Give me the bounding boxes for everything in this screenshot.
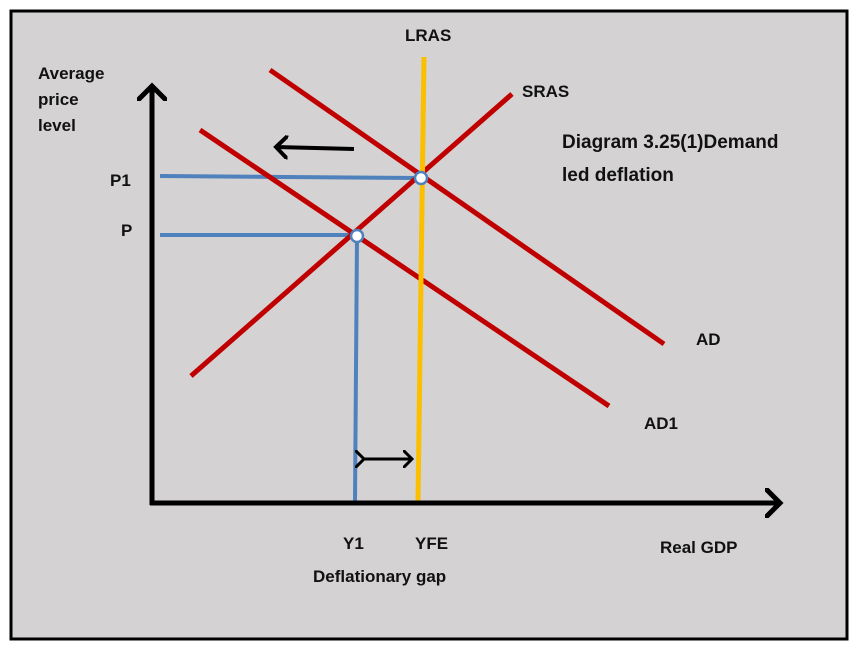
lras-curve	[415, 56, 427, 504]
y-axis-label-line1: Average	[38, 64, 104, 83]
ad-curve	[268, 67, 666, 347]
equilibrium-point-initial	[413, 170, 429, 186]
p-label: P	[121, 221, 132, 240]
x-axis-label: Real GDP	[660, 538, 737, 557]
y1-guide	[353, 235, 359, 502]
y-axis-label-line3: level	[38, 116, 76, 135]
ad-label: AD	[696, 330, 721, 349]
p1-guide	[159, 174, 421, 180]
deflationary-gap-label: Deflationary gap	[313, 567, 446, 586]
diagram-title-line1: Diagram 3.25(1)Demand	[562, 132, 778, 153]
sras-label: SRAS	[522, 82, 569, 101]
lras-label: LRAS	[405, 26, 451, 45]
equilibrium-point-new	[349, 228, 365, 244]
shift-left-arrow	[276, 147, 355, 149]
diagram-title-line2: led deflation	[562, 165, 674, 186]
p1-label: P1	[110, 171, 131, 190]
y1-label: Y1	[343, 534, 364, 553]
ad1-label: AD1	[644, 414, 678, 433]
yfe-label: YFE	[415, 534, 448, 553]
y-axis-label-line2: price	[38, 90, 79, 109]
ad1-curve	[198, 127, 611, 409]
